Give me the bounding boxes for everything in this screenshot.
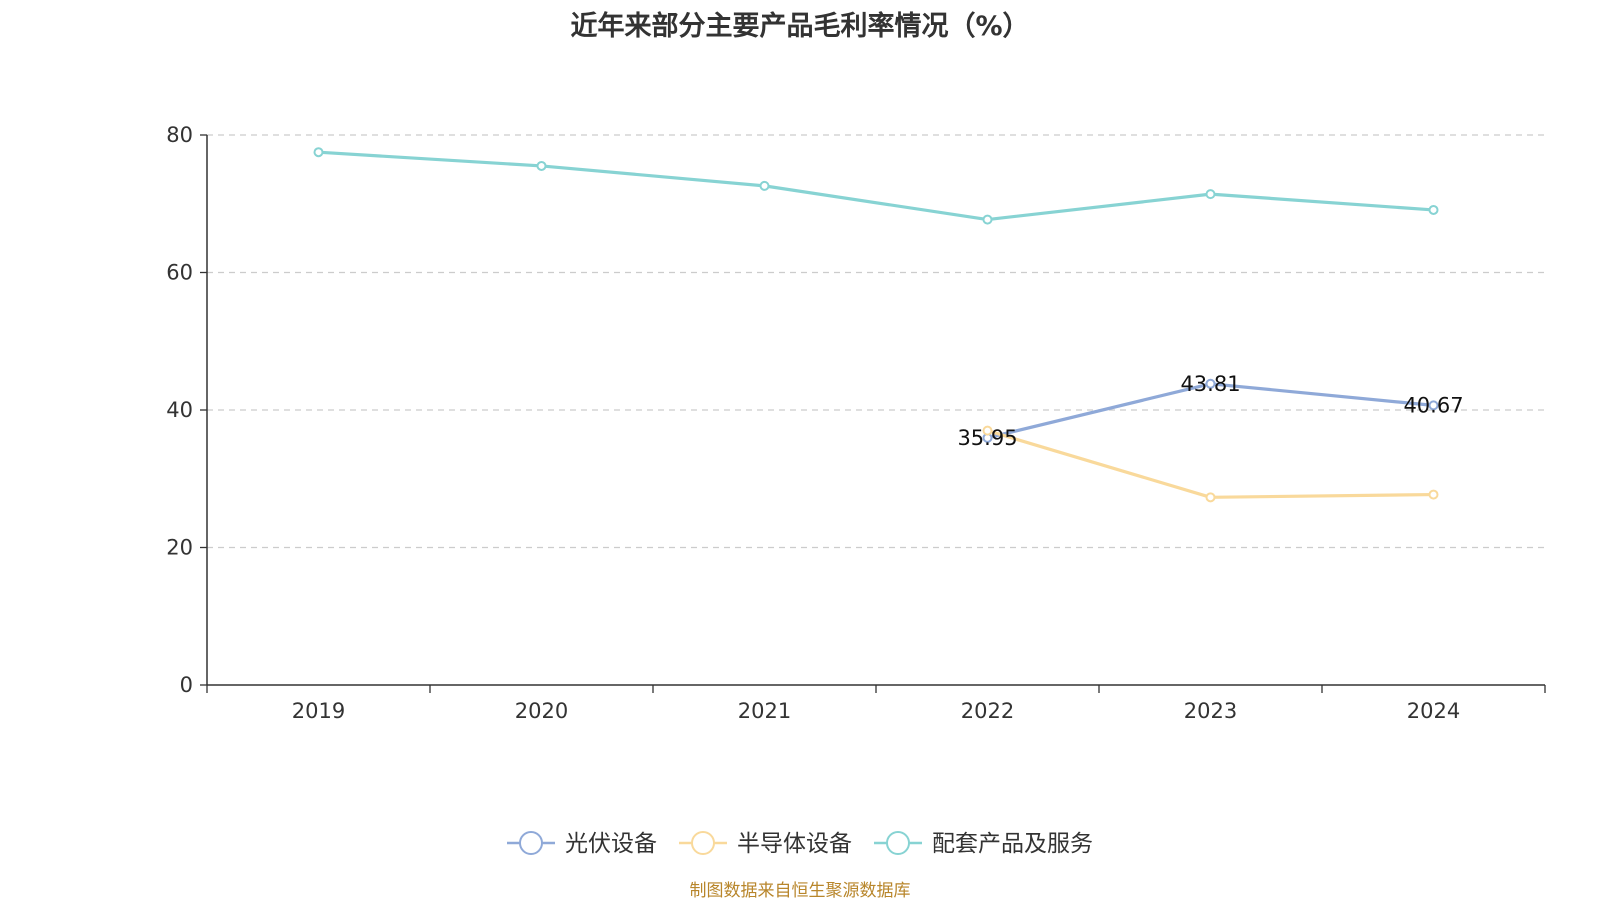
legend-marker-0 [519, 831, 543, 855]
source-note: 制图数据来自恒生聚源数据库 [689, 881, 911, 901]
data-point-1-2024 [1428, 489, 1439, 500]
data-point-2-2024 [1428, 204, 1439, 215]
data-point-1-2023 [1205, 492, 1216, 503]
legend-label-1: 半导体设备 [737, 831, 852, 857]
data-point-2-2022 [982, 214, 993, 225]
data-label-0-2024: 40.67 [1403, 393, 1463, 417]
y-tick-label-0: 0 [180, 673, 193, 697]
legend-marker-2 [886, 831, 910, 855]
series-line-1 [985, 429, 1436, 499]
y-tick-label-20: 20 [166, 536, 193, 560]
y-tick-label-80: 80 [166, 123, 193, 147]
data-label-0-2023: 43.81 [1180, 372, 1240, 396]
data-point-2-2019 [313, 147, 324, 158]
y-tick-label-60: 60 [166, 261, 193, 285]
data-label-0-2022: 35.95 [957, 426, 1017, 450]
series-line-2 [316, 150, 1436, 222]
y-tick-label-40: 40 [166, 398, 193, 422]
legend-marker-1 [691, 831, 715, 855]
x-tick-label-2019: 2019 [292, 699, 345, 723]
x-tick-label-2021: 2021 [738, 699, 791, 723]
data-point-0-2023 [1205, 378, 1216, 389]
data-point-0-2024 [1428, 400, 1439, 411]
data-point-2-2021 [759, 180, 770, 191]
x-tick-label-2024: 2024 [1407, 699, 1460, 723]
legend-label-0: 光伏设备 [565, 831, 657, 857]
data-point-2-2020 [536, 160, 547, 171]
chart-title: 近年来部分主要产品毛利率情况（%） [570, 11, 1030, 42]
data-point-1-2022 [982, 425, 993, 436]
x-tick-label-2020: 2020 [515, 699, 568, 723]
x-tick-label-2023: 2023 [1184, 699, 1237, 723]
legend-label-2: 配套产品及服务 [932, 831, 1093, 857]
data-point-2-2023 [1205, 189, 1216, 200]
x-tick-label-2022: 2022 [961, 699, 1014, 723]
